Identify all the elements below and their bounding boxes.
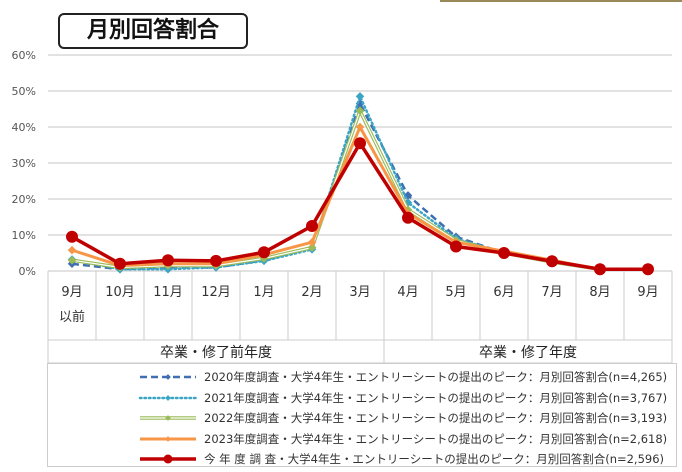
legend-marker <box>163 454 173 464</box>
data-point <box>498 247 510 259</box>
x-tick-label: 3月 <box>349 285 370 300</box>
y-tick-label: 0% <box>19 265 36 278</box>
series-line-inner <box>71 109 648 270</box>
series-line <box>71 106 648 271</box>
chart-title: 月別回答割合 <box>58 13 248 49</box>
x-tick-label: 12月 <box>201 285 231 300</box>
data-point <box>546 255 558 268</box>
legend-item: 2022年度調査・大学4年生・エントリーシートの提出のピーク：月別回答割合(n=… <box>138 408 667 428</box>
data-point <box>210 254 222 267</box>
data-point <box>67 245 77 255</box>
data-point <box>355 122 365 132</box>
legend-item: 2021年度調査・大学4年生・エントリーシートの提出のピーク：月別回答割合(n=… <box>138 388 667 408</box>
data-point <box>594 263 606 276</box>
data-point <box>642 263 654 276</box>
x-tick-label: 以前 <box>59 309 85 325</box>
legend-label: 2021年度調査・大学4年生・エントリーシートの提出のピーク：月別回答割合(n=… <box>204 390 668 405</box>
x-tick-label: 9月 <box>637 285 658 300</box>
decorative-bar <box>440 0 682 2</box>
legend-item: 今 年 度 調 査・大学4年生・エントリーシートの提出のピーク：月別回答割合(n… <box>138 449 664 469</box>
group-label: 卒業・修了年度 <box>479 345 577 361</box>
data-point <box>258 246 270 259</box>
legend-label: 2020年度調査・大学4年生・エントリーシートの提出のピーク：月別回答割合(n=… <box>204 370 668 384</box>
x-tick-label: 6月 <box>493 285 514 300</box>
y-tick-label: 20% <box>12 193 36 206</box>
legend-marker <box>165 394 171 401</box>
x-tick-label: 7月 <box>541 285 562 300</box>
data-point <box>66 230 78 243</box>
data-point <box>67 255 77 265</box>
legend-swatch <box>138 394 198 401</box>
data-point <box>450 240 462 253</box>
series-4 <box>66 137 654 276</box>
legend-swatch <box>140 435 196 442</box>
legend-marker <box>165 435 171 442</box>
series-line <box>70 95 650 271</box>
legend-swatch <box>140 454 196 464</box>
legend-label: 2023年度調査・大学4年生・エントリーシートの提出のピーク：月別回答割合(n=… <box>204 431 668 446</box>
legend-label: 今 年 度 調 査・大学4年生・エントリーシートの提出のピーク：月別回答割合(n… <box>204 452 665 466</box>
y-tick-label: 30% <box>12 157 36 170</box>
legend-item: 2020年度調査・大学4年生・エントリーシートの提出のピーク：月別回答割合(n=… <box>138 367 667 387</box>
series-line <box>71 141 648 271</box>
legend-label: 2022年度調査・大学4年生・エントリーシートの提出のピーク：月別回答割合(n=… <box>204 411 668 425</box>
series-1 <box>67 92 653 274</box>
y-tick-label: 10% <box>12 229 36 242</box>
y-tick-label: 40% <box>12 121 36 134</box>
legend-swatch <box>140 415 196 421</box>
x-tick-label: 9月 <box>61 285 82 300</box>
x-tick-label: 4月 <box>397 285 418 300</box>
series-2 <box>67 106 653 274</box>
legend-marker <box>165 415 171 421</box>
data-point <box>114 257 126 270</box>
x-tick-label: 1月 <box>253 285 274 300</box>
data-point <box>355 92 365 101</box>
x-tick-label: 10月 <box>105 285 135 300</box>
y-tick-label: 50% <box>12 85 36 98</box>
x-tick-label: 5月 <box>445 285 466 300</box>
y-tick-label: 60% <box>12 49 36 62</box>
legend: 2020年度調査・大学4年生・エントリーシートの提出のピーク：月別回答割合(n=… <box>47 363 677 467</box>
data-point <box>306 220 318 232</box>
data-point <box>162 254 174 267</box>
x-tick-label: 8月 <box>589 285 610 300</box>
data-point <box>307 243 317 252</box>
data-point <box>355 106 365 116</box>
data-point <box>307 237 317 247</box>
x-tick-label: 11月 <box>153 285 183 300</box>
legend-item: 2023年度調査・大学4年生・エントリーシートの提出のピーク：月別回答割合(n=… <box>138 429 667 449</box>
legend-marker <box>165 374 171 380</box>
data-point <box>354 137 366 150</box>
group-label: 卒業・修了前年度 <box>160 344 272 361</box>
data-point <box>402 211 414 224</box>
legend-swatch <box>140 374 196 380</box>
x-tick-label: 2月 <box>301 285 322 300</box>
